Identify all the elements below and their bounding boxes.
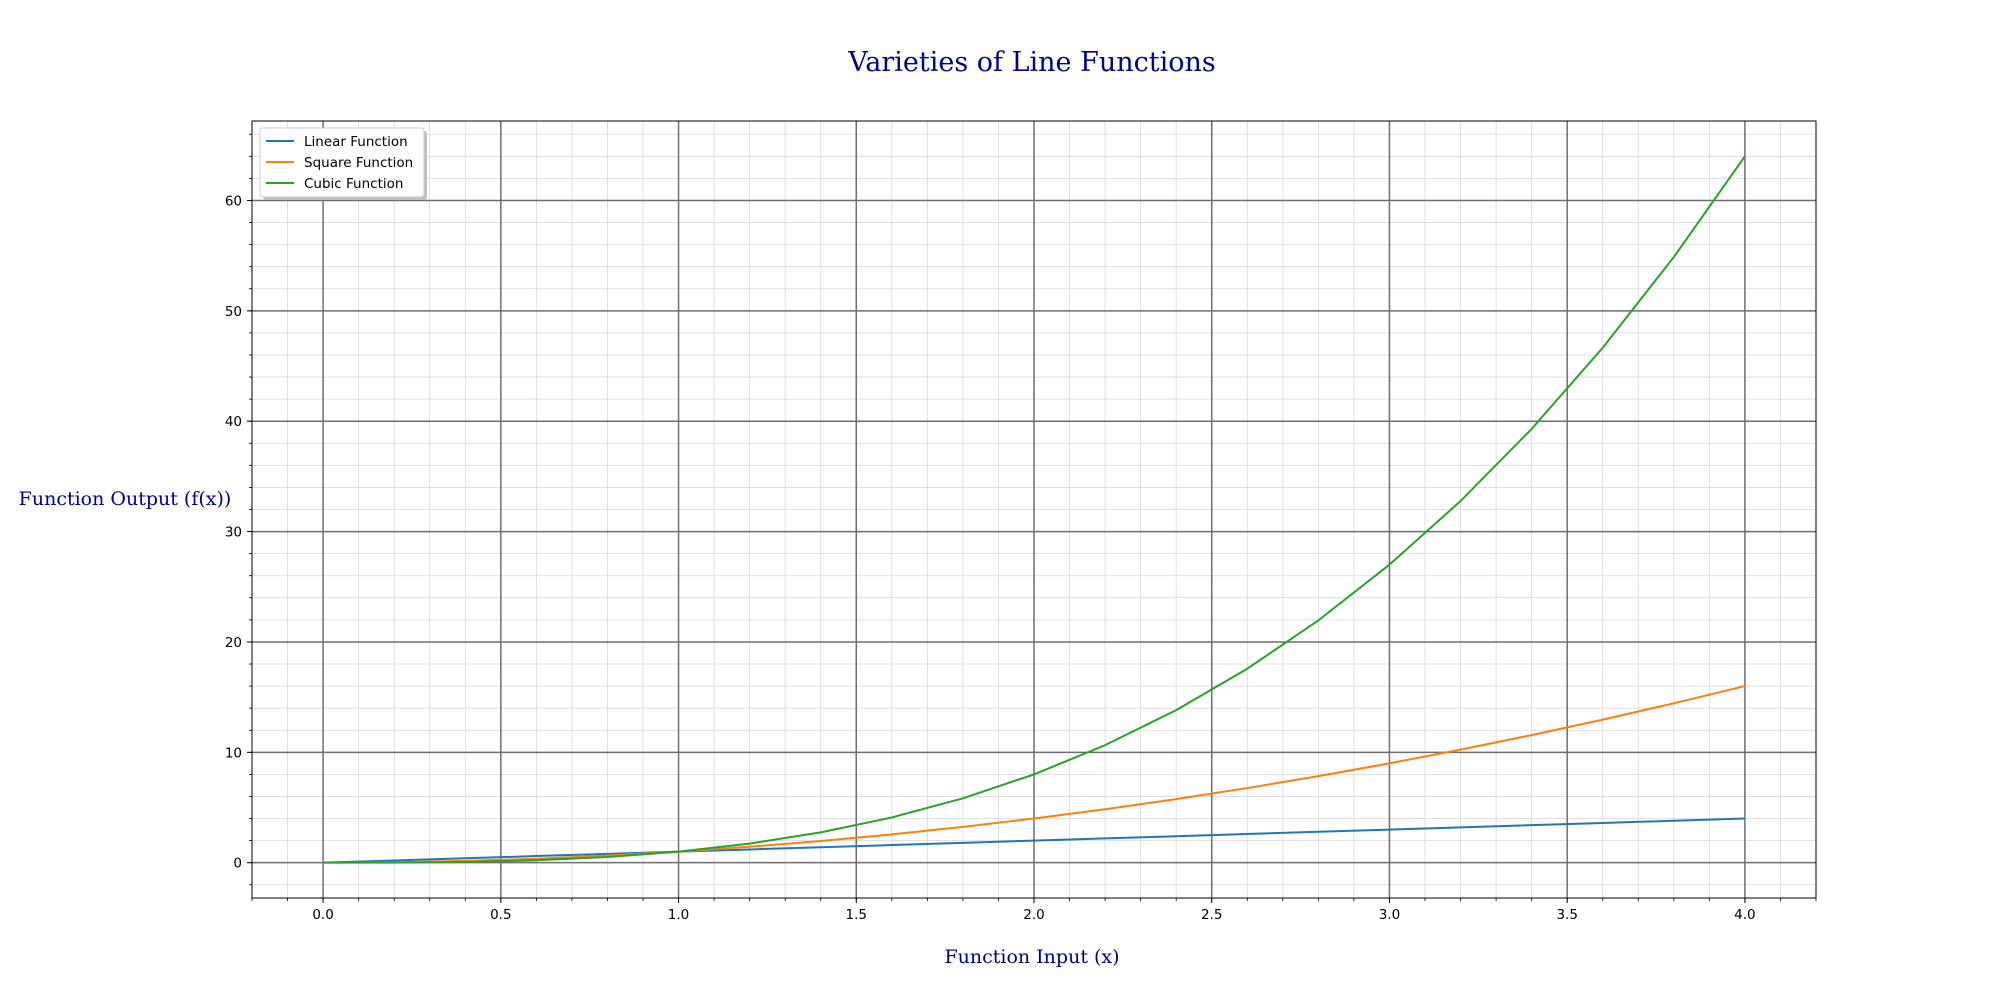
legend-label-0: Linear Function — [304, 134, 408, 150]
series-line-0 — [323, 817, 1745, 864]
axis-ticks: 0.0 0.5 1.0 1.5 2.0 2.5 3.0 3.5 4.0 0 10 20 30 40 50 60 — [225, 133, 1817, 923]
x-tick-label: 4.0 — [1734, 907, 1755, 923]
y-tick-label: 10 — [225, 745, 242, 761]
y-tick-label: 60 — [225, 193, 242, 209]
x-tick-label: 3.5 — [1556, 907, 1577, 923]
series-line-2 — [323, 155, 1746, 864]
legend-label-2: Cubic Function — [304, 176, 403, 192]
x-axis-label: Function Input (x) — [944, 946, 1119, 968]
chart-title: Varieties of Line Functions — [847, 47, 1216, 78]
y-tick-label: 50 — [225, 304, 242, 320]
x-tick-label: 2.5 — [1201, 907, 1222, 923]
x-tick-label: 1.0 — [668, 907, 689, 923]
x-tick-label: 0.5 — [490, 907, 511, 923]
major-grid — [252, 121, 1816, 898]
y-tick-label: 30 — [225, 525, 242, 541]
series-line-1 — [323, 685, 1746, 864]
x-tick-label: 1.5 — [846, 907, 867, 923]
x-tick-label: 0.0 — [312, 907, 333, 923]
x-tick-label: 3.0 — [1379, 907, 1400, 923]
legend-box — [259, 127, 425, 198]
y-tick-label: 0 — [233, 856, 242, 872]
x-tick-label: 2.0 — [1023, 907, 1044, 923]
y-tick-label: 40 — [225, 414, 242, 430]
legend-label-1: Square Function — [304, 155, 413, 171]
legend: Linear Function Square Function Cubic Func… — [259, 127, 427, 200]
y-axis-label: Function Output (f(x)) — [19, 488, 232, 510]
y-tick-label: 20 — [225, 635, 242, 651]
series-layer — [323, 155, 1746, 864]
